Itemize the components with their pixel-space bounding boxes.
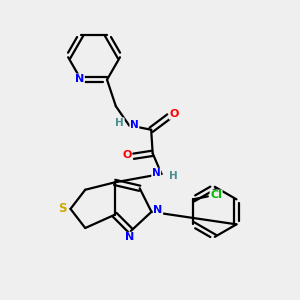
Text: N: N	[152, 168, 161, 178]
Text: N: N	[125, 232, 134, 242]
Text: O: O	[122, 150, 132, 160]
Text: H: H	[169, 171, 178, 181]
Text: N: N	[153, 206, 163, 215]
Text: S: S	[58, 202, 67, 215]
Text: O: O	[169, 109, 179, 119]
Text: N: N	[75, 74, 84, 84]
Text: N: N	[130, 120, 139, 130]
Text: Cl: Cl	[210, 190, 222, 200]
Text: H: H	[115, 118, 124, 128]
